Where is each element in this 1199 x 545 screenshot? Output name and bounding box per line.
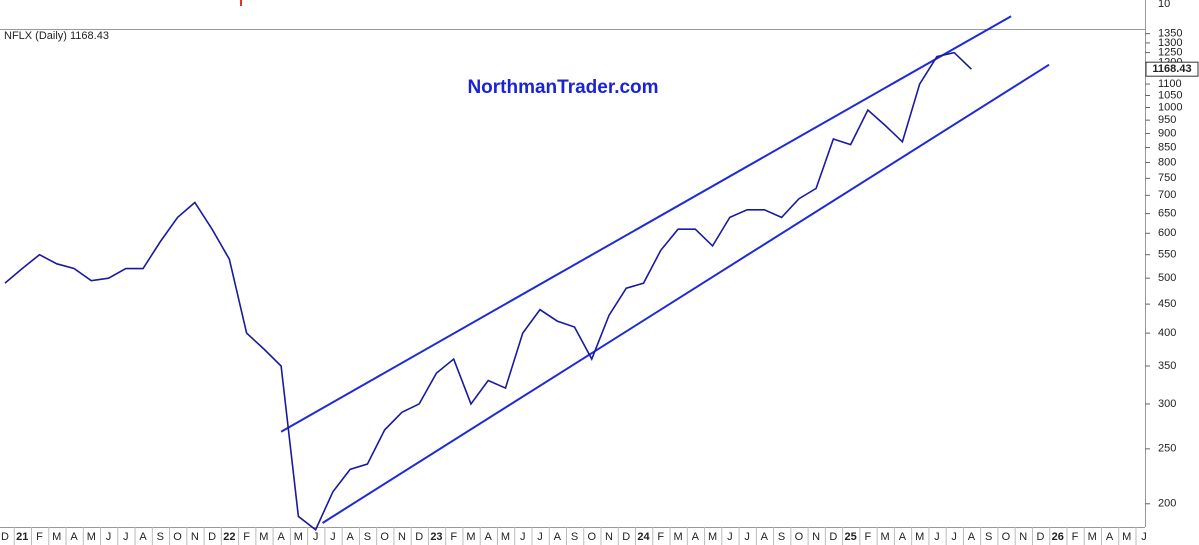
x-tick-label: M <box>52 531 61 543</box>
x-tick-label: A <box>1106 531 1114 543</box>
x-tick-label: N <box>398 531 406 543</box>
x-tick-label: S <box>157 531 164 543</box>
x-tick-label: A <box>346 531 354 543</box>
y-tick-label: 1350 <box>1158 28 1182 40</box>
x-tick-label: F <box>657 531 664 543</box>
trendline <box>280 15 1012 433</box>
x-tick-label: M <box>87 531 96 543</box>
x-tick-label: S <box>571 531 578 543</box>
last-price-box <box>1145 61 1199 77</box>
x-tick-label: A <box>899 531 907 543</box>
x-tick-label: F <box>36 531 43 543</box>
x-tick-label: A <box>761 531 769 543</box>
x-tick-label: M <box>881 531 890 543</box>
x-tick-label: A <box>554 531 562 543</box>
y-tick-label: 650 <box>1158 207 1176 219</box>
x-tick-label: J <box>313 531 319 543</box>
x-tick-label: M <box>915 531 924 543</box>
x-tick-label: O <box>173 531 182 543</box>
y-tick-label: 400 <box>1158 327 1176 339</box>
x-tick-label: O <box>795 531 804 543</box>
y-tick-label: 1000 <box>1158 101 1182 113</box>
x-tick-label: J <box>1141 531 1147 543</box>
x-tick-label: M <box>673 531 682 543</box>
x-tick-label: N <box>191 531 199 543</box>
x-tick-label: F <box>865 531 872 543</box>
x-tick-label: N <box>812 531 820 543</box>
watermark: NorthmanTrader.com <box>467 77 658 98</box>
x-tick-label: J <box>727 531 733 543</box>
x-tick-label: N <box>605 531 613 543</box>
x-tick-label: A <box>485 531 493 543</box>
x-tick-label: M <box>466 531 475 543</box>
y-tick-label: 1050 <box>1158 89 1182 101</box>
y-tick-label: 200 <box>1158 498 1176 510</box>
x-tick-label: A <box>70 531 78 543</box>
x-tick-label: A <box>692 531 700 543</box>
y-tick-label: 350 <box>1158 360 1176 372</box>
x-tick-label: D <box>829 531 837 543</box>
x-tick-label: J <box>330 531 336 543</box>
x-tick-label: M <box>259 531 268 543</box>
x-tick-label: A <box>139 531 147 543</box>
x-tick-label: F <box>450 531 457 543</box>
x-tick-label: J <box>744 531 750 543</box>
y-tick-label: 850 <box>1158 141 1176 153</box>
x-tick-label: D <box>1036 531 1044 543</box>
x-tick-label: 25 <box>844 531 856 543</box>
x-tick-label: M <box>501 531 510 543</box>
y-tick-label: 1100 <box>1158 78 1182 90</box>
last-price-label: 1168.43 <box>1152 63 1191 75</box>
x-tick-label: A <box>277 531 285 543</box>
x-tick-label: N <box>1019 531 1027 543</box>
x-tick-label: M <box>294 531 303 543</box>
x-tick-label: J <box>951 531 957 543</box>
x-tick-label: M <box>1088 531 1097 543</box>
x-tick-label: S <box>985 531 992 543</box>
x-tick-label: 21 <box>16 531 28 543</box>
x-tick-label: F <box>1072 531 1079 543</box>
y-tick-label: 250 <box>1158 443 1176 455</box>
y-tick-label: 1250 <box>1158 46 1182 58</box>
x-tick-label: S <box>778 531 785 543</box>
x-tick-label: D <box>208 531 216 543</box>
x-tick-label: J <box>106 531 112 543</box>
x-tick-label: 24 <box>637 531 650 543</box>
x-tick-label: 26 <box>1052 531 1064 543</box>
x-tick-label: M <box>708 531 717 543</box>
y-tick-label: 800 <box>1158 156 1176 168</box>
x-tick-label: F <box>243 531 250 543</box>
y-tick-label: 450 <box>1158 298 1176 310</box>
x-tick-label: J <box>934 531 940 543</box>
x-tick-label: D <box>622 531 630 543</box>
y-tick-label: 1300 <box>1158 37 1182 49</box>
x-tick-label: J <box>520 531 526 543</box>
chart-title: NFLX (Daily) 1168.43 <box>4 30 109 42</box>
x-tick-label: 22 <box>223 531 235 543</box>
x-tick-label: S <box>364 531 371 543</box>
trendline <box>322 63 1050 524</box>
x-tick-label: O <box>587 531 596 543</box>
upper-pane-label: 10 <box>1158 0 1170 10</box>
x-tick-label: O <box>380 531 389 543</box>
x-tick-label: D <box>1 531 9 543</box>
y-tick-label: 750 <box>1158 172 1176 184</box>
y-tick-label: 700 <box>1158 189 1176 201</box>
x-tick-label: 23 <box>430 531 442 543</box>
x-tick-label: D <box>415 531 423 543</box>
x-tick-label: O <box>1002 531 1011 543</box>
x-tick-label: J <box>123 531 129 543</box>
y-tick-label: 600 <box>1158 227 1176 239</box>
x-tick-label: A <box>968 531 976 543</box>
y-tick-label: 500 <box>1158 272 1176 284</box>
x-tick-label: M <box>1122 531 1131 543</box>
y-tick-label: 550 <box>1158 249 1176 261</box>
y-tick-label: 900 <box>1158 127 1176 139</box>
y-tick-label: 950 <box>1158 114 1176 126</box>
y-tick-label: 300 <box>1158 398 1176 410</box>
price-line <box>4 51 972 531</box>
x-tick-label: J <box>537 531 543 543</box>
